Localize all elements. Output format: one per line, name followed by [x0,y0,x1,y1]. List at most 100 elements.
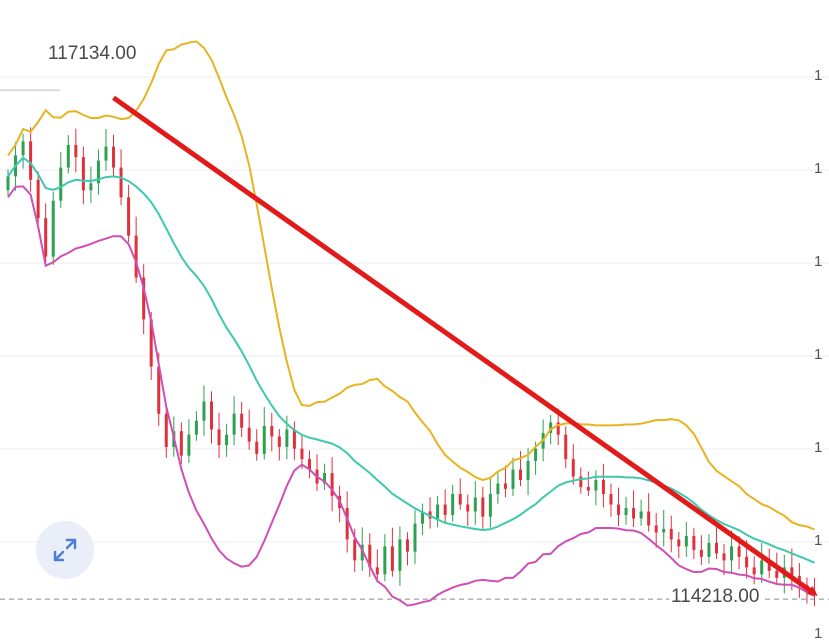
candle-body [601,480,605,495]
lower-band-line [7,185,815,607]
candle-body [564,434,568,460]
candle-body [89,183,93,191]
candle-body [534,448,538,461]
candle-body [262,425,266,454]
expand-button[interactable] [36,521,94,579]
candle-body [119,167,123,198]
candle-body [74,144,78,158]
candle-body [473,497,477,512]
candle-body [134,235,138,278]
candle-body [368,544,372,568]
price-chart [0,40,829,607]
candle-body [549,422,553,433]
candle-body [677,539,681,547]
candle-body [466,504,470,512]
candle-body [96,160,100,184]
candle-body [654,525,658,533]
candle-body [112,146,116,168]
candle-body [44,218,48,257]
candle-body [526,460,530,481]
candle-body [345,508,349,540]
low-price-label: 114218.00 [669,586,762,608]
candle-body [737,546,741,557]
middle-band-line [7,156,815,564]
candle-body [714,542,718,554]
y-axis-tick: 1 [814,253,823,270]
candle-body [458,494,462,505]
candle-body [586,487,590,491]
candle-body [6,176,10,191]
candlesticks [6,127,816,606]
candle-body [375,567,379,575]
candle-body [292,429,296,449]
y-axis-tick: 1 [814,160,823,177]
candle-body [579,476,583,488]
candle-body [255,441,259,454]
candle-body [157,366,161,414]
candle-body [217,429,221,446]
candle-body [127,197,131,236]
expand-diagonal-icon [53,538,77,562]
candle-body [767,560,771,571]
candle-body [187,434,191,456]
candle-body [29,141,33,180]
high-price-label: 117134.00 [46,43,139,65]
candle-body [398,539,402,571]
candle-body [225,434,229,446]
candle-body [405,539,409,552]
candle-body [232,413,236,435]
candle-body [745,556,749,568]
candle-body [21,141,25,156]
candle-body [511,469,515,489]
y-axis-tick: 1 [814,346,823,363]
candle-body [36,179,40,219]
candle-body [617,504,620,515]
y-axis-tick: 1 [814,532,823,549]
candle-body [353,539,357,561]
candle-body [307,459,311,470]
trend-arrow [112,95,818,596]
candle-body [760,560,764,575]
candle-body [519,469,523,481]
candle-body [194,420,198,435]
candle-body [556,422,560,435]
y-axis-tick: 1 [814,67,823,84]
candle-body [240,413,244,428]
candle-body [142,277,146,320]
candle-body [632,508,636,519]
candle-body [488,494,492,517]
candle-body [692,535,696,550]
candle-body [277,436,281,447]
candle-body [647,511,651,526]
candle-body [436,504,440,519]
candle-body [609,494,613,505]
candle-body [443,504,447,515]
candle-body [210,401,213,430]
candle-body [270,425,274,437]
upper-band-line [7,40,815,531]
candle-body [323,473,327,484]
candle-body [707,542,711,557]
candle-body [624,508,628,515]
candle-body [51,200,55,257]
candle-body [413,523,417,552]
candle-body [247,427,251,442]
candle-body [496,483,500,495]
candle-body [421,511,425,524]
candle-body [285,429,289,447]
candle-body [383,546,387,575]
candle-body [202,401,206,421]
candle-body [300,448,304,460]
candle-body [775,570,779,578]
candle-body [59,167,63,201]
candle-body [451,494,455,515]
candle-body [390,546,394,571]
y-axis-tick: 1 [814,439,823,456]
candle-body [164,413,168,447]
candle-body [662,528,666,533]
y-axis-tick: 1 [814,625,823,642]
candle-body [330,473,334,496]
candle-body [594,480,598,491]
candle-body [66,144,70,168]
candle-body [730,546,734,561]
